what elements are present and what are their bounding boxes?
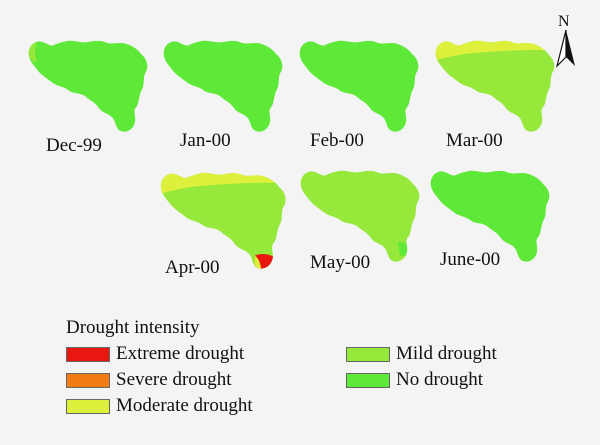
legend-label: No drought <box>396 369 484 390</box>
legend-label: Severe drought <box>116 369 232 390</box>
map-region-base <box>300 170 420 262</box>
legend-swatch <box>66 347 110 362</box>
map-may-00 <box>300 170 420 262</box>
map-dec-99 <box>28 40 148 132</box>
legend-label: Extreme drought <box>116 343 245 364</box>
legend-swatch <box>346 373 390 388</box>
map-region-base <box>430 170 550 262</box>
map-mar-00 <box>435 40 555 132</box>
map-region-base <box>160 172 286 269</box>
map-label: Feb-00 <box>310 130 364 151</box>
map-label: May-00 <box>310 252 371 273</box>
map-label: Dec-99 <box>46 135 102 156</box>
legend-title: Drought intensity <box>66 317 200 338</box>
north-label: N <box>558 13 570 30</box>
map-region-base <box>435 40 555 132</box>
map-label: Apr-00 <box>165 257 220 278</box>
legend-swatch <box>346 347 390 362</box>
map-label: Jan-00 <box>180 130 231 151</box>
map-region-base <box>299 40 419 132</box>
monthly-maps <box>28 40 555 269</box>
map-feb-00 <box>299 40 419 132</box>
legend-swatch <box>66 373 110 388</box>
map-region-base <box>163 40 283 132</box>
legend-swatch <box>66 399 110 414</box>
north-indicator: N <box>556 14 582 70</box>
map-region-base <box>28 40 148 132</box>
map-label: June-00 <box>440 249 501 270</box>
map-region-mild-west-edge <box>28 41 37 62</box>
legend-label: Moderate drought <box>116 395 253 416</box>
map-label: Mar-00 <box>446 130 503 151</box>
map-jan-00 <box>163 40 283 132</box>
map-june-00 <box>430 170 550 262</box>
north-arrow-icon <box>556 30 575 68</box>
legend-label: Mild drought <box>396 343 497 364</box>
